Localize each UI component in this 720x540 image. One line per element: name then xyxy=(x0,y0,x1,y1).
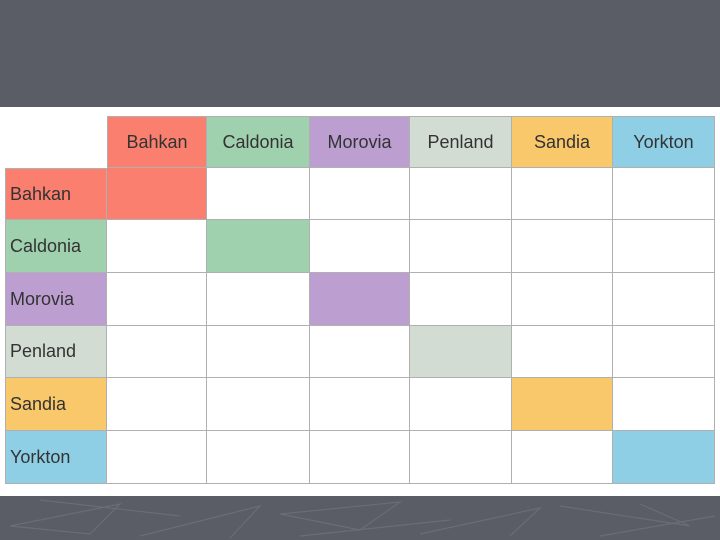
matrix-cell-morovia-sandia xyxy=(512,273,613,326)
matrix-cell-penland-morovia xyxy=(310,326,410,378)
column-header-morovia: Morovia xyxy=(310,116,410,168)
matrix-cell-penland-bahkan xyxy=(107,326,207,378)
matrix-cell-yorkton-yorkton xyxy=(613,431,715,484)
matrix-cell-sandia-bahkan xyxy=(107,378,207,431)
region-matrix: Bahkan Caldonia Morovia Penland Sandia Yorkto… xyxy=(5,116,715,484)
matrix-cell-bahkan-sandia xyxy=(512,168,613,220)
matrix-cell-yorkton-penland xyxy=(410,431,512,484)
matrix-cell-bahkan-yorkton xyxy=(613,168,715,220)
column-header-bahkan: Bahkan xyxy=(107,116,207,168)
row-header-morovia: Morovia xyxy=(5,273,107,326)
matrix-cell-morovia-bahkan xyxy=(107,273,207,326)
matrix-cell-caldonia-yorkton xyxy=(613,220,715,273)
matrix-cell-yorkton-sandia xyxy=(512,431,613,484)
matrix-cell-bahkan-caldonia xyxy=(207,168,310,220)
matrix-cell-penland-sandia xyxy=(512,326,613,378)
row-header-penland: Penland xyxy=(5,326,107,378)
matrix-cell-caldonia-sandia xyxy=(512,220,613,273)
matrix-cell-penland-caldonia xyxy=(207,326,310,378)
matrix-cell-sandia-morovia xyxy=(310,378,410,431)
matrix-cell-bahkan-morovia xyxy=(310,168,410,220)
matrix-cell-caldonia-morovia xyxy=(310,220,410,273)
column-header-yorkton: Yorkton xyxy=(613,116,715,168)
matrix-cell-sandia-yorkton xyxy=(613,378,715,431)
background-pattern xyxy=(9,499,716,539)
matrix-cell-sandia-sandia xyxy=(512,378,613,431)
row-header-bahkan: Bahkan xyxy=(5,168,107,220)
row-header-caldonia: Caldonia xyxy=(5,220,107,273)
matrix-cell-morovia-penland xyxy=(410,273,512,326)
matrix-cell-caldonia-bahkan xyxy=(107,220,207,273)
matrix-cell-penland-penland xyxy=(410,326,512,378)
column-header-sandia: Sandia xyxy=(512,116,613,168)
matrix-cell-bahkan-bahkan xyxy=(107,168,207,220)
matrix-cell-yorkton-bahkan xyxy=(107,431,207,484)
matrix-cell-sandia-caldonia xyxy=(207,378,310,431)
matrix-cell-caldonia-caldonia xyxy=(207,220,310,273)
matrix-cell-morovia-caldonia xyxy=(207,273,310,326)
column-header-penland: Penland xyxy=(410,116,512,168)
matrix-cell-yorkton-caldonia xyxy=(207,431,310,484)
matrix-cell-sandia-penland xyxy=(410,378,512,431)
matrix-cell-morovia-yorkton xyxy=(613,273,715,326)
matrix-cell-caldonia-penland xyxy=(410,220,512,273)
row-header-sandia: Sandia xyxy=(5,378,107,431)
column-header-caldonia: Caldonia xyxy=(207,116,310,168)
matrix-cell-bahkan-penland xyxy=(410,168,512,220)
row-header-yorkton: Yorkton xyxy=(5,431,107,484)
matrix-cell-penland-yorkton xyxy=(613,326,715,378)
matrix-cell-yorkton-morovia xyxy=(310,431,410,484)
matrix-corner-cell xyxy=(5,116,107,168)
matrix-cell-morovia-morovia xyxy=(310,273,410,326)
